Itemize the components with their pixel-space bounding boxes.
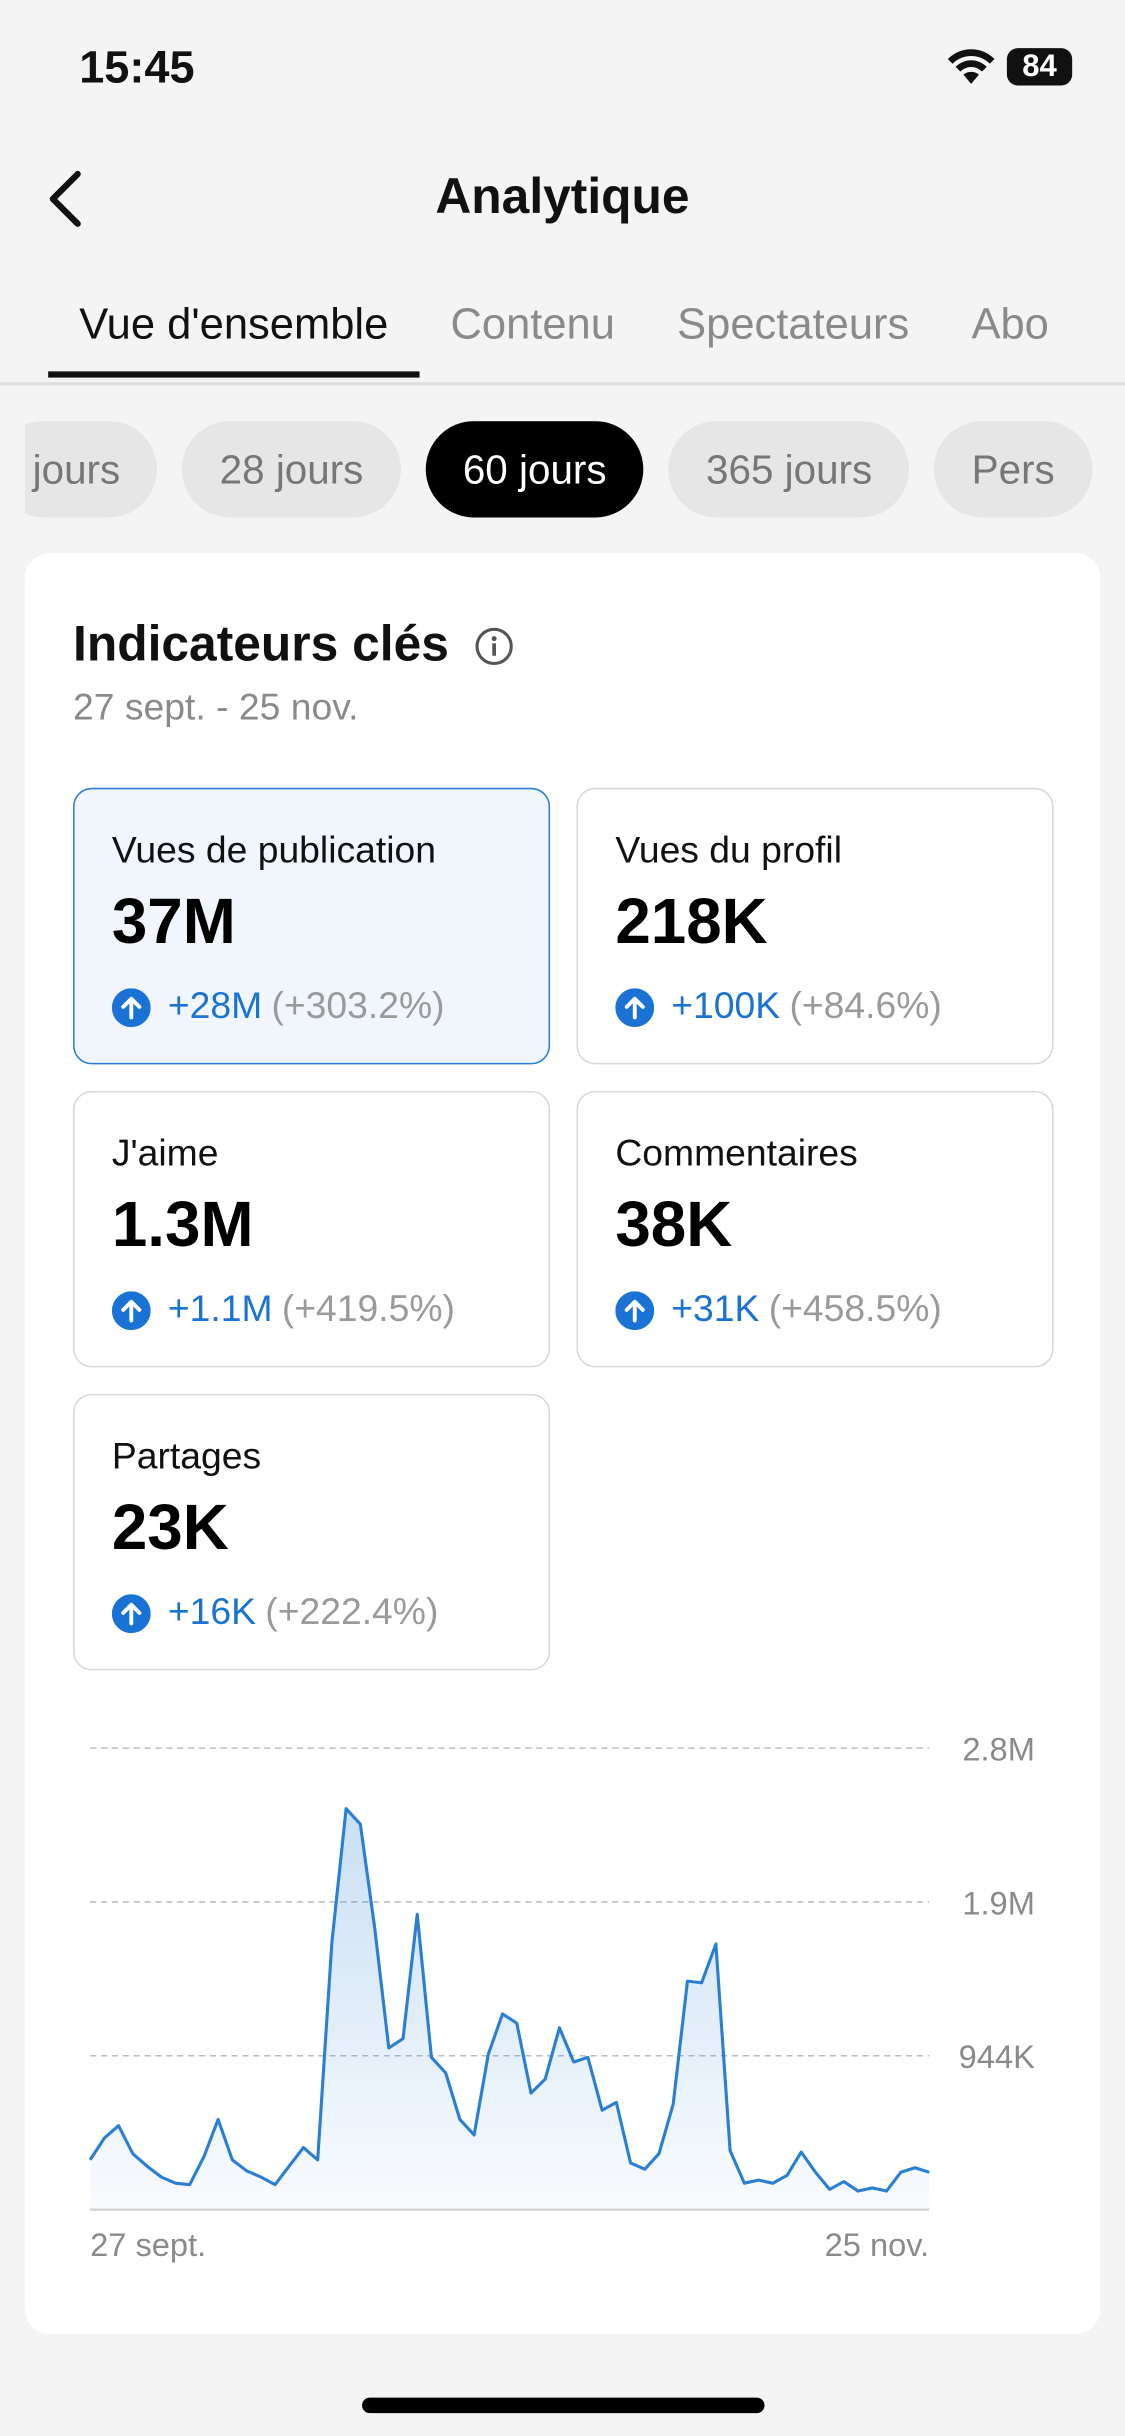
line: [88, 1807, 930, 2193]
page-title: Analytique: [435, 167, 690, 224]
change-percent: (+222.4%): [265, 1591, 439, 1634]
card-title: Indicateurs clés: [73, 615, 449, 672]
up-icon: [615, 987, 655, 1027]
period-chip[interactable]: 28 jours: [182, 421, 401, 518]
metric-tile[interactable]: Partages 23K +16K (+222.4%): [73, 1393, 551, 1671]
period-chip[interactable]: 365 jours: [668, 421, 910, 518]
up-icon: [111, 1290, 151, 1330]
change-percent: (+303.2%): [271, 985, 445, 1028]
change-percent: (+419.5%): [281, 1288, 455, 1331]
metric-value: 23K: [111, 1491, 229, 1564]
line-area: [90, 1808, 930, 2210]
metric-label: J'aime: [111, 1132, 219, 1175]
tab[interactable]: Vue d'ensemble: [48, 289, 420, 378]
metric-label: Commentaires: [615, 1132, 858, 1175]
battery: 84: [1006, 48, 1073, 86]
up-icon: [111, 1593, 151, 1633]
y-tick-label: 1.9M: [962, 1884, 1035, 1921]
up-icon: [615, 1290, 655, 1330]
metric-label: Vues de publication: [111, 829, 437, 872]
period-chip[interactable]: jours: [24, 421, 158, 518]
tab-bar: Vue d'ensemble Contenu Spectateurs Abo: [48, 289, 1080, 378]
metric-tile[interactable]: Vues du profil 218K +100K (+84.6%): [576, 787, 1054, 1065]
period-list: jours 28 jours 60 jours 365 jours Pers: [24, 421, 1100, 518]
back-button[interactable]: [37, 165, 99, 233]
up-icon: [111, 987, 151, 1027]
change-percent: (+84.6%): [789, 985, 942, 1028]
period-bar: jours 28 jours 60 jours 365 jours Pers: [24, 421, 1100, 518]
metric-tile[interactable]: J'aime 1.3M +1.1M (+419.5%): [73, 1090, 551, 1368]
metric-change: +16K (+222.4%): [111, 1591, 439, 1635]
period-chip[interactable]: 60 jours: [425, 421, 644, 518]
metric-value: 37M: [111, 885, 236, 958]
metric-label: Partages: [111, 1435, 262, 1478]
metric-change: +100K (+84.6%): [615, 985, 942, 1029]
metric-tile[interactable]: Commentaires 38K +31K (+458.5%): [576, 1090, 1054, 1368]
metric-label: Vues du profil: [615, 829, 843, 872]
metric-value: 1.3M: [111, 1188, 254, 1261]
home-indicator: [362, 2397, 765, 2414]
x-tick-label: 25 nov.: [825, 2226, 930, 2263]
date-range: 27 sept. - 25 nov.: [73, 686, 359, 729]
metric-value: 38K: [615, 1188, 733, 1261]
metric-change: +31K (+458.5%): [615, 1288, 942, 1332]
change-value: +31K: [671, 1288, 760, 1331]
tab[interactable]: Abo: [971, 299, 1049, 349]
y-tick-label: 944K: [959, 2038, 1035, 2075]
clock: 15:45: [79, 43, 195, 94]
change-value: +16K: [167, 1591, 256, 1634]
y-tick-label: 2.8M: [962, 1731, 1035, 1768]
change-percent: (+458.5%): [768, 1288, 942, 1331]
change-value: +100K: [671, 985, 781, 1028]
metric-tile[interactable]: Vues de publication 37M +28M (+303.2%): [73, 787, 551, 1065]
change-value: +1.1M: [167, 1288, 273, 1331]
wifi-icon: [947, 49, 995, 84]
change-value: +28M: [167, 985, 263, 1028]
info-icon[interactable]: [474, 626, 514, 666]
x-tick-label: 27 sept.: [90, 2226, 206, 2263]
tab[interactable]: Spectateurs: [677, 299, 910, 349]
tab[interactable]: Contenu: [450, 299, 615, 349]
metric-value: 218K: [615, 885, 768, 958]
metric-change: +28M (+303.2%): [111, 985, 445, 1029]
period-chip[interactable]: Pers: [934, 421, 1093, 518]
divider: [0, 382, 1125, 385]
metric-change: +1.1M (+419.5%): [111, 1288, 455, 1332]
